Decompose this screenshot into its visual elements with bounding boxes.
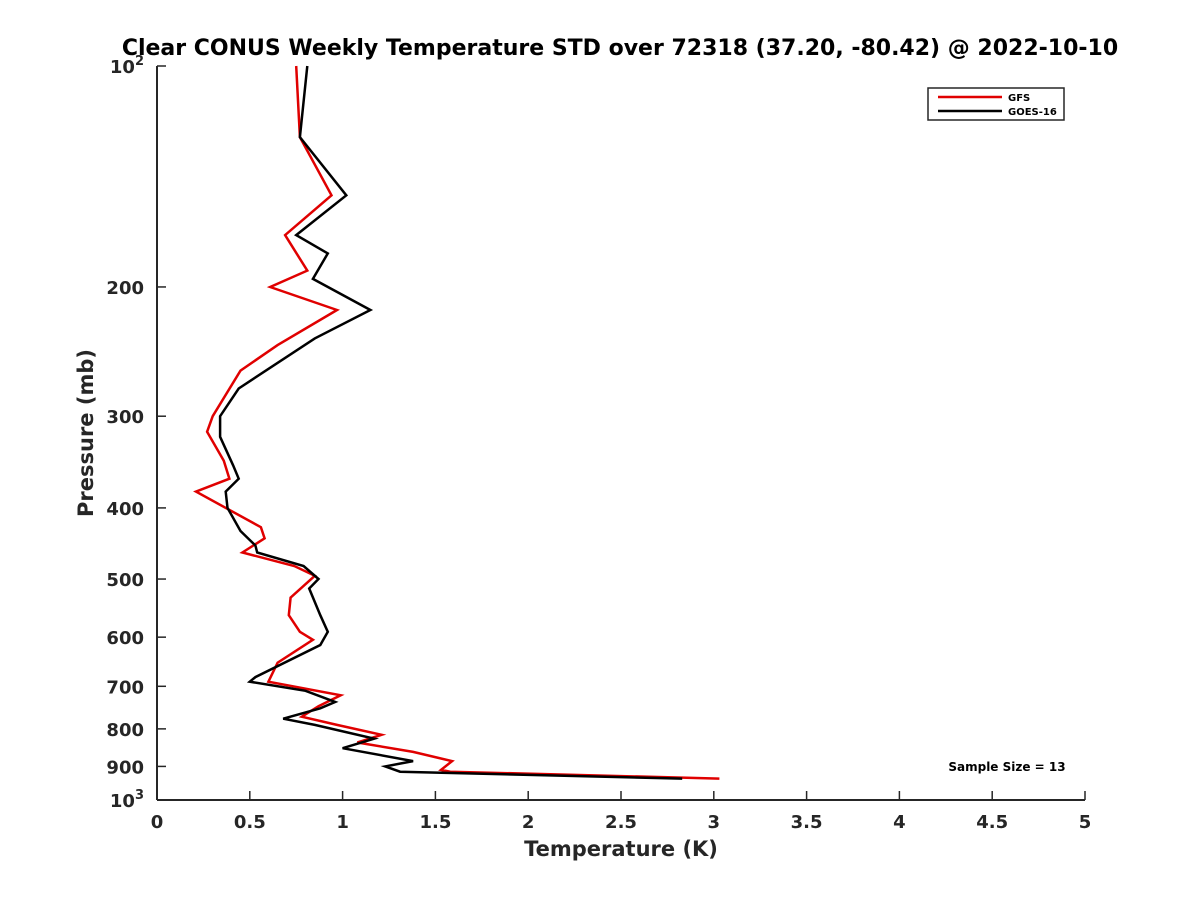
y-tick-label: 900 xyxy=(106,757,144,778)
legend: GFS GOES-16 xyxy=(927,87,1065,121)
x-tick-label: 5 xyxy=(1079,812,1092,833)
sample-size-annotation: Sample Size = 13 xyxy=(948,760,1065,774)
x-tick-label: 4 xyxy=(893,812,906,833)
y-tick-label: 400 xyxy=(106,499,144,520)
y-tick-label: 500 xyxy=(106,570,144,591)
legend-label-gfs: GFS xyxy=(1008,93,1030,104)
y-tick-label: 800 xyxy=(106,720,144,741)
x-tick-label: 0.5 xyxy=(234,812,266,833)
x-tick-label: 4.5 xyxy=(976,812,1008,833)
y-axis-label: Pressure (mb) xyxy=(74,349,98,517)
y-tick-label: 700 xyxy=(106,677,144,698)
series-layer xyxy=(193,65,720,780)
legend-label-goes16: GOES-16 xyxy=(1008,107,1057,118)
x-ticks: 0 0.5 1 1.5 2 2.5 3 3.5 4 4.5 5 xyxy=(151,791,1092,833)
x-tick-label: 2 xyxy=(522,812,535,833)
x-tick-label: 1 xyxy=(336,812,349,833)
chart-title: Clear CONUS Weekly Temperature STD over … xyxy=(122,36,1118,61)
y-tick-label: 200 xyxy=(106,278,144,299)
y-tick-label: 103 xyxy=(110,788,144,812)
y-tick-label: 102 xyxy=(110,54,144,78)
y-ticks: 200 300 400 500 600 700 800 900 102 103 xyxy=(106,54,166,812)
x-tick-label: 0 xyxy=(151,812,164,833)
legend-box xyxy=(927,87,1065,121)
series-line-goes16 xyxy=(218,65,683,780)
x-axis-label: Temperature (K) xyxy=(524,837,718,861)
y-tick-label: 600 xyxy=(106,628,144,649)
x-tick-label: 2.5 xyxy=(605,812,637,833)
x-tick-label: 3 xyxy=(708,812,721,833)
x-tick-label: 1.5 xyxy=(419,812,451,833)
y-tick-label: 300 xyxy=(106,407,144,428)
x-tick-label: 3.5 xyxy=(791,812,823,833)
series-line-gfs xyxy=(193,65,720,780)
